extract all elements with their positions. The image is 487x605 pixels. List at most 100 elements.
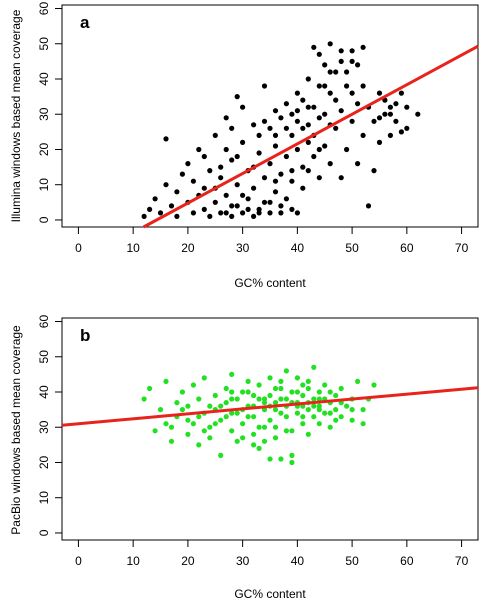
panel-b-data-point (333, 407, 339, 413)
panel-b-data-point (316, 389, 322, 395)
panel-a-data-point (338, 48, 344, 54)
panel-a-data-point (174, 189, 180, 195)
panel-a-data-point (338, 108, 344, 114)
panel-b-data-point (283, 396, 289, 402)
panel-b-data-point (245, 378, 251, 384)
panel-a-data-point (355, 101, 361, 107)
panel-a-data-point (261, 199, 268, 205)
panel-b-data-point (223, 385, 229, 392)
panel-a-data-point (152, 196, 158, 202)
panel-a-data-point (311, 104, 317, 110)
panel-b-data-point (163, 378, 169, 384)
panel-a-data-point (360, 83, 366, 89)
panel-b-data-point (234, 438, 240, 444)
panel-a-data-point (278, 210, 284, 216)
panel-b-data-point (311, 414, 317, 420)
panel-b-data-point (272, 407, 279, 413)
panel-b-data-point (272, 400, 279, 406)
panel-a-y-tick-label: 30 (37, 107, 51, 121)
panel-a-data-point (201, 153, 207, 160)
panel-a-data-point (163, 182, 169, 188)
panel-b-data-point (261, 400, 268, 406)
panel-a-data-point (256, 150, 262, 156)
panel-a-y-tick-label: 20 (37, 142, 51, 156)
panel-b-data-point (333, 417, 339, 423)
panel-a-data-point (229, 157, 235, 163)
panel-b-data-point (305, 407, 311, 413)
panel-a-data-point (300, 125, 306, 131)
panel-a-data-point (234, 153, 240, 160)
panel-b-data-point (168, 424, 175, 430)
panel-a-data-point (251, 185, 257, 191)
panel-b-data-point (174, 400, 180, 406)
panel-a-y-tick-label: 60 (37, 2, 51, 16)
panel-b-data-point (147, 385, 153, 392)
panel-b-data-point (360, 421, 366, 427)
panel-a-y-tick-label: 10 (37, 178, 51, 192)
panel-b-data-point (207, 424, 213, 430)
panel-b-y-tick-label: 30 (37, 420, 51, 434)
panel-b-data-point (185, 403, 191, 409)
panel-b-label: b (80, 326, 90, 345)
panel-a-data-point (305, 168, 311, 174)
panel-b-data-point (289, 389, 295, 395)
panel-a-data-point (218, 175, 224, 181)
panel-a-x-tick-label: 0 (75, 241, 82, 255)
panel-b-data-point (278, 385, 284, 392)
panel-a-data-point (393, 118, 399, 124)
panel-a-data-point (294, 118, 300, 124)
panel-b-data-point (371, 382, 377, 388)
panel-a-data-point (283, 153, 289, 160)
panel-a-label: a (80, 13, 90, 32)
panel-a-data-point (387, 111, 393, 117)
panel-a-data-point (223, 192, 229, 198)
panel-a-data-point (218, 210, 224, 216)
panel-a-data-point (338, 175, 344, 181)
panel-a-data-point (338, 58, 344, 64)
panel-a-data-point (212, 199, 218, 205)
panel-a-data-point (322, 83, 328, 89)
panel-a-data-point (344, 83, 350, 89)
panel-b-data-point (349, 417, 355, 423)
panel-a-data-point (207, 168, 213, 174)
panel-b-data-point (141, 396, 147, 402)
panel-a-data-point (294, 210, 300, 216)
panel-b-data-point (344, 403, 350, 409)
panel-a-data-point (349, 118, 355, 124)
panel-a-data-point (163, 136, 169, 142)
panel-a-data-point (261, 118, 268, 124)
panel-b-data-point (157, 407, 164, 413)
panel-b-data-point (196, 414, 202, 420)
panel-a-data-point (278, 115, 284, 121)
panel-b-data-point (207, 435, 213, 441)
panel-a-data-point (316, 175, 322, 181)
panel-a-data-point (294, 90, 300, 96)
panel-b-trendline-group (61, 386, 479, 427)
panel-a-data-point (283, 125, 289, 131)
panel-b-data-point (267, 417, 273, 423)
panel-a-data-point (376, 115, 383, 121)
panel-a-data-point (229, 125, 235, 131)
panel-a-data-point (201, 185, 207, 191)
panel-a-data-point (278, 203, 284, 209)
panel-a-data-point (344, 146, 350, 153)
panel-a-data-point (190, 178, 196, 184)
panel-b-x-axis-title: GC% content (234, 587, 306, 601)
panel-a-data-point (327, 69, 333, 75)
panel-a-data-point (398, 129, 404, 135)
panel-b-data-point (251, 392, 257, 399)
panel-a-data-point (229, 213, 235, 219)
panel-b-data-point (256, 445, 262, 451)
panel-a-data-point (349, 58, 355, 64)
panel-a-data-point (344, 69, 350, 75)
panel-a-data-point (294, 146, 300, 153)
panel-b-data-point (240, 435, 246, 441)
panel-b-data-point (229, 371, 235, 377)
panel-a-data-point (207, 213, 213, 219)
panel-a-data-point (371, 168, 377, 174)
panel-a-data-point (229, 203, 235, 209)
panel-b-data-point (300, 392, 306, 399)
panel-a-data-point (223, 115, 229, 121)
panel-a-data-point (272, 132, 279, 138)
panel-a-plot-frame (61, 4, 479, 228)
